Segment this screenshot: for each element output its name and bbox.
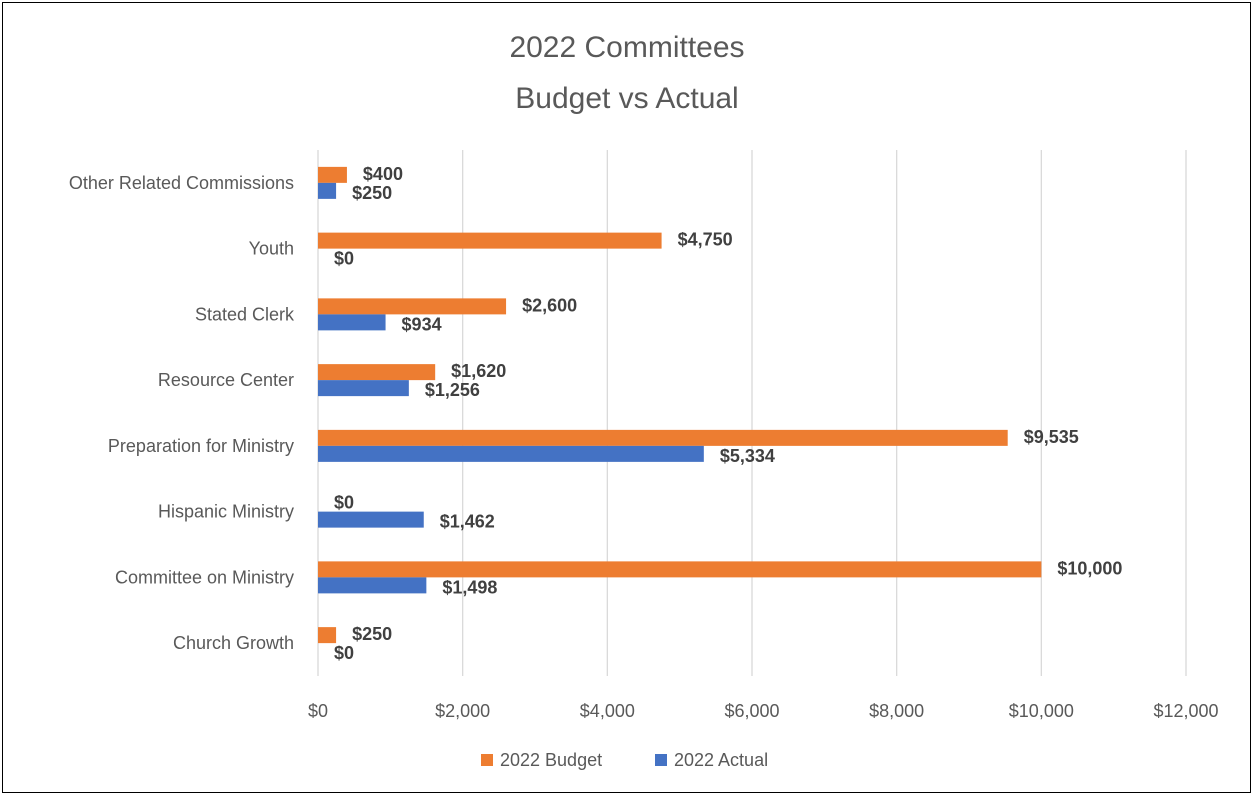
actual-bar	[318, 511, 424, 528]
legend-swatch	[481, 754, 493, 766]
budget-bar	[318, 429, 1008, 446]
budget-data-label: $0	[334, 493, 354, 513]
budget-bar	[318, 561, 1042, 578]
actual-bar	[318, 445, 704, 462]
category-label: Other Related Commissions	[69, 173, 294, 193]
actual-data-label: $1,256	[425, 380, 480, 400]
budget-data-label: $1,620	[451, 361, 506, 381]
legend: 2022 Budget 2022 Actual	[481, 750, 768, 770]
legend-label: 2022 Budget	[500, 750, 602, 770]
budget-bar	[318, 298, 507, 315]
x-tick-label: $2,000	[435, 701, 490, 721]
category-label: Church Growth	[173, 633, 294, 653]
actual-data-label: $1,498	[442, 577, 497, 597]
budget-data-label: $10,000	[1057, 558, 1122, 578]
bars	[318, 166, 1042, 644]
category-label: Youth	[249, 239, 294, 259]
actual-data-label: $250	[352, 183, 392, 203]
budget-data-label: $400	[363, 164, 403, 184]
x-tick-label: $10,000	[1009, 701, 1074, 721]
budget-bar	[318, 166, 347, 183]
legend-swatch	[655, 754, 667, 766]
budget-bar	[318, 232, 662, 249]
actual-bar	[318, 577, 427, 594]
chart-title-line-2: Budget vs Actual	[515, 82, 738, 115]
actual-data-label: $0	[334, 249, 354, 269]
x-tick-label: $12,000	[1153, 701, 1218, 721]
category-label: Stated Clerk	[195, 304, 295, 324]
budget-data-label: $9,535	[1024, 427, 1079, 447]
actual-bar	[318, 314, 386, 331]
data-labels: $250$0$10,000$1,498$0$1,462$9,535$5,334$…	[334, 164, 1122, 663]
budget-bar	[318, 364, 436, 381]
budget-bar	[318, 627, 337, 644]
x-axis-tick-labels: $0 $2,000 $4,000 $6,000 $8,000 $10,000 $12,000	[308, 701, 1219, 721]
category-label: Resource Center	[158, 370, 294, 390]
category-labels: Church Growth Committee on Ministry Hispan…	[69, 173, 295, 653]
category-label: Preparation for Ministry	[108, 436, 294, 456]
actual-data-label: $934	[402, 314, 442, 334]
actual-bar	[318, 182, 337, 199]
budget-data-label: $4,750	[678, 230, 733, 250]
actual-bar	[318, 380, 409, 397]
x-tick-label: $8,000	[869, 701, 924, 721]
budget-data-label: $2,600	[522, 295, 577, 315]
chart-title-line-1: 2022 Committees	[509, 31, 744, 64]
budget-data-label: $250	[352, 624, 392, 644]
actual-data-label: $1,462	[440, 512, 495, 532]
x-tick-label: $4,000	[580, 701, 635, 721]
category-label: Hispanic Ministry	[158, 502, 294, 522]
x-tick-label: $0	[308, 701, 328, 721]
actual-data-label: $5,334	[720, 446, 775, 466]
legend-label: 2022 Actual	[674, 750, 768, 770]
x-tick-label: $6,000	[724, 701, 779, 721]
actual-data-label: $0	[334, 643, 354, 663]
category-label: Committee on Ministry	[115, 567, 294, 587]
